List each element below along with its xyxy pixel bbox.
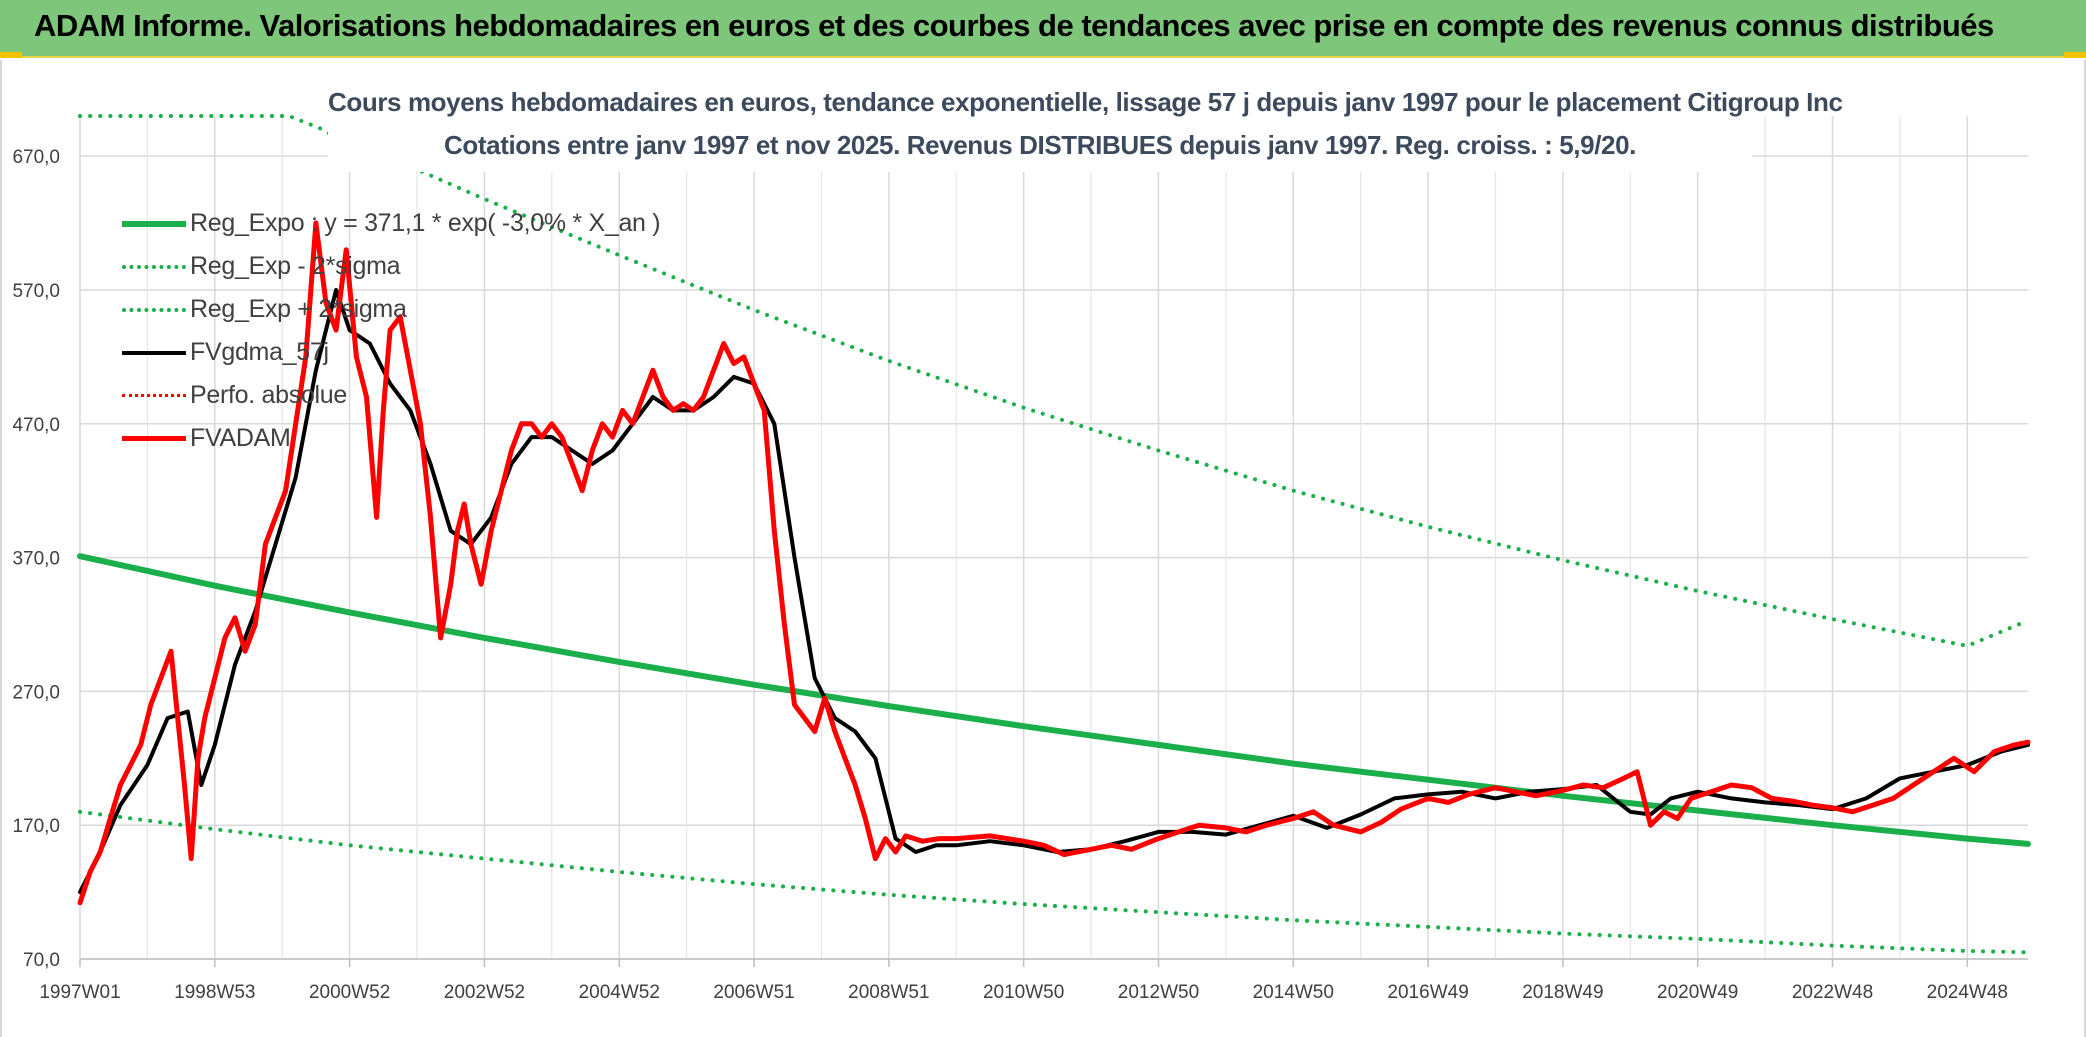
chart-grid bbox=[79, 116, 2028, 967]
legend-swatch bbox=[122, 264, 186, 269]
x-tick-label: 2006W51 bbox=[713, 982, 794, 1003]
legend-swatch bbox=[122, 350, 186, 355]
y-tick-label: 370,0 bbox=[12, 549, 60, 570]
x-tick-label: 1998W53 bbox=[174, 982, 255, 1003]
x-axis-ticks: 1997W01 1998W53 2000W52 2002W52 2004W52 2006W… bbox=[39, 982, 2008, 1003]
y-tick-label: 470,0 bbox=[12, 415, 60, 436]
y-axis-ticks: 670,0 570,0 470,0 370,0 270,0 170,0 70,0 bbox=[12, 147, 60, 971]
legend-swatch bbox=[122, 220, 186, 227]
chart-title-box bbox=[328, 80, 1752, 172]
x-tick-label: 2010W50 bbox=[983, 982, 1064, 1003]
series-line-reg_expo bbox=[77, 553, 2031, 847]
frame-left bbox=[0, 60, 2, 1037]
corner-mark-left bbox=[0, 52, 22, 58]
legend-item: Reg_Exp + 2*sigma bbox=[122, 288, 660, 331]
chart-title-line1: Cours moyens hebdomadaires en euros, ten… bbox=[328, 87, 1843, 117]
x-tick-label: 2022W48 bbox=[1792, 982, 1873, 1003]
header-bar bbox=[0, 0, 2086, 58]
series-line-reg_exp bbox=[78, 809, 2030, 955]
legend-label: Perfo. absolue bbox=[190, 381, 348, 409]
x-tick-label: 2002W52 bbox=[444, 982, 525, 1003]
x-tick-label: 2020W49 bbox=[1657, 982, 1738, 1003]
x-tick-label: 2014W50 bbox=[1253, 982, 1334, 1003]
legend-swatch bbox=[122, 394, 186, 397]
y-tick-label: 70,0 bbox=[23, 950, 60, 971]
x-tick-label: 2024W48 bbox=[1927, 982, 2008, 1003]
legend-item: Reg_Exp - 2*sigma bbox=[122, 245, 660, 288]
legend-label: Reg_Exp - 2*sigma bbox=[190, 252, 401, 280]
chart-title-line2: Cotations entre janv 1997 et nov 2025. R… bbox=[444, 130, 1636, 160]
legend-swatch bbox=[122, 307, 186, 312]
legend-item: Reg_Expo : y = 371,1 * exp( -3,0% * X_an… bbox=[122, 202, 661, 245]
legend-label: FVgdma_57j bbox=[190, 338, 329, 366]
corner-mark-right bbox=[2064, 52, 2086, 58]
legend-item: FVgdma_57j bbox=[122, 331, 660, 374]
x-tick-label: 2000W52 bbox=[309, 982, 390, 1003]
x-tick-label: 2008W51 bbox=[848, 982, 929, 1003]
x-tick-label: 1997W01 bbox=[39, 982, 120, 1003]
y-tick-label: 170,0 bbox=[12, 816, 60, 837]
frame-right bbox=[2084, 60, 2086, 1037]
chart-legend: Reg_Expo : y = 371,1 * exp( -3,0% * X_an… bbox=[122, 202, 661, 460]
legend-label: Reg_Exp + 2*sigma bbox=[190, 295, 407, 323]
report-title: ADAM Informe. Valorisations hebdomadaire… bbox=[34, 8, 1994, 43]
legend-label: Reg_Expo : y = 371,1 * exp( -3,0% * X_an… bbox=[190, 209, 661, 237]
y-tick-label: 670,0 bbox=[12, 147, 60, 168]
legend-item: FVADAM bbox=[122, 417, 660, 460]
legend-label: FVADAM bbox=[190, 424, 291, 452]
series-line-fvgdma_57j bbox=[78, 288, 2030, 895]
x-tick-label: 2004W52 bbox=[579, 982, 660, 1003]
legend-item: Perfo. absolue bbox=[122, 374, 660, 417]
y-tick-label: 570,0 bbox=[12, 281, 60, 302]
x-tick-label: 2012W50 bbox=[1118, 982, 1199, 1003]
legend-swatch bbox=[122, 436, 186, 441]
x-tick-label: 2018W49 bbox=[1522, 982, 1603, 1003]
x-tick-label: 2016W49 bbox=[1387, 982, 1468, 1003]
y-tick-label: 270,0 bbox=[12, 682, 60, 703]
series-line-fvadam bbox=[77, 220, 2031, 906]
